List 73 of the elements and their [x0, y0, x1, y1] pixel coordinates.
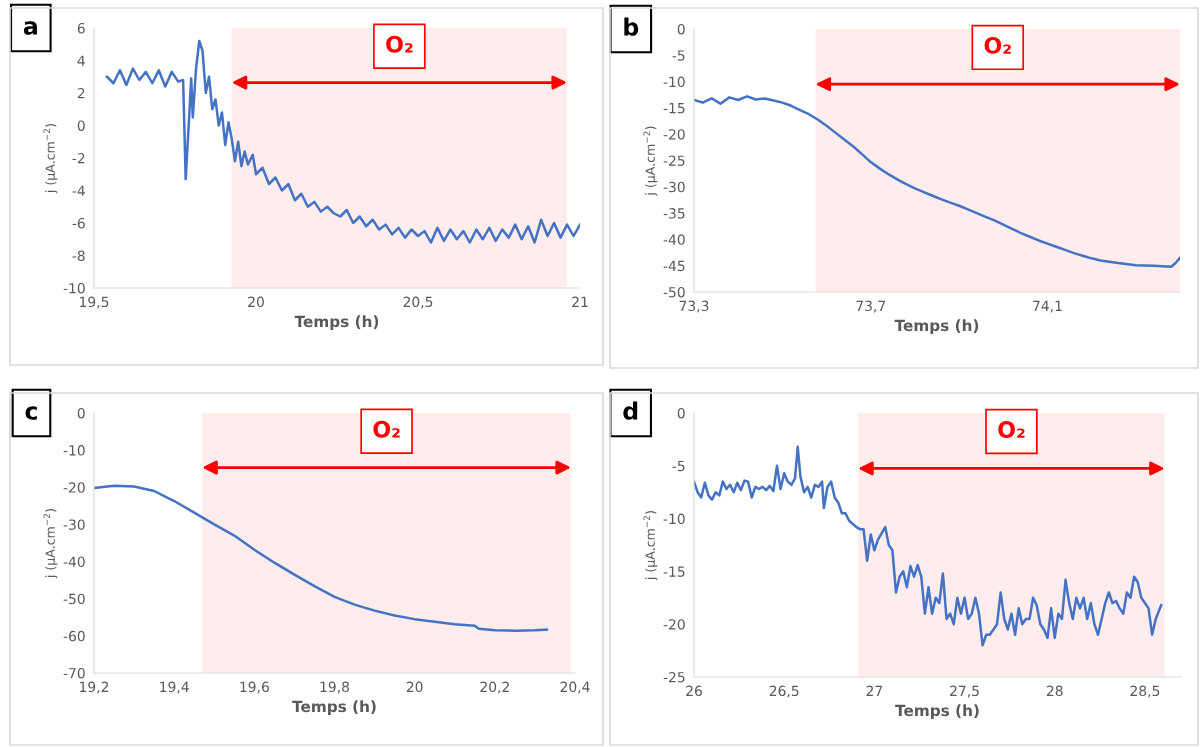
y-tick-label: -25	[663, 155, 685, 166]
y-tick-label: -5	[672, 50, 685, 61]
y-tick-label: -50	[663, 286, 685, 298]
y-tick-label: 0	[677, 23, 685, 35]
band-label: O₂	[386, 35, 413, 53]
x-tick-label: 19,2	[80, 681, 109, 694]
y-tick-label: -30	[663, 181, 685, 193]
x-axis-title: Temps (h)	[294, 315, 379, 331]
y-tick-label: 6	[77, 22, 85, 34]
x-tick-label: 26,5	[769, 685, 799, 698]
x-tick-label: 20	[406, 681, 423, 693]
y-tick-label: -20	[63, 482, 85, 493]
x-axis-title: Temps (h)	[894, 319, 979, 335]
line-series	[694, 445, 1163, 647]
y-tick-label: -60	[63, 630, 85, 642]
x-tick-label: 27,5	[950, 685, 979, 698]
chart-title: b	[624, 17, 639, 36]
y-tick-label: -5	[672, 460, 685, 472]
y-tick-label: -25	[663, 671, 685, 683]
x-tick-label: 73,3	[679, 300, 709, 313]
y-axis-title: j (µA.cm$^{−2}$)	[43, 509, 58, 579]
y-tick-label: -45	[663, 260, 685, 272]
y-axis-title: j (µA.cm$^{−2}$)	[643, 511, 658, 581]
x-tick-label: 19,5	[80, 296, 109, 309]
y-tick-label: 0	[677, 407, 685, 419]
y-tick-label: -8	[72, 250, 85, 261]
y-tick-label: 2	[77, 87, 85, 99]
y-axis-title: j (µA.cm$^{−2}$)	[643, 126, 658, 196]
chart-title: a	[23, 21, 37, 35]
x-tick-label: 26	[686, 685, 702, 697]
band-label: O₂	[373, 420, 400, 438]
x-tick-label: 28	[1046, 685, 1063, 697]
x-tick-label: 20,5	[403, 296, 433, 309]
y-tick-label: -4	[72, 185, 85, 196]
y-tick-label: 0	[77, 120, 85, 131]
y-tick-label: -10	[663, 513, 685, 525]
y-tick-label: 0	[77, 407, 85, 419]
y-tick-label: -15	[663, 103, 685, 114]
x-tick-label: 27	[866, 685, 883, 696]
y-tick-label: -15	[663, 566, 685, 577]
x-tick-label: 19,4	[160, 681, 189, 694]
y-tick-label: -40	[63, 556, 85, 568]
y-tick-label: -10	[63, 445, 85, 456]
band-label: O₂	[998, 421, 1025, 438]
y-tick-label: -10	[663, 76, 685, 88]
chart-title: c	[25, 406, 37, 420]
y-tick-label: -2	[72, 152, 85, 164]
y-tick-label: -20	[663, 619, 685, 630]
x-tick-label: 21	[572, 296, 588, 307]
y-tick-label: -40	[663, 234, 685, 245]
y-tick-label: -35	[663, 208, 685, 219]
x-tick-label: 19,6	[240, 681, 269, 694]
y-tick-label: -6	[72, 217, 85, 229]
x-tick-label: 20,4	[560, 681, 590, 694]
x-axis-title: Temps (h)	[292, 700, 376, 716]
y-tick-label: -30	[63, 519, 85, 530]
band-label: O₂	[984, 37, 1011, 54]
y-tick-label: -70	[63, 667, 85, 679]
x-tick-label: 74,1	[1033, 300, 1062, 313]
x-tick-label: 28,5	[1130, 685, 1160, 698]
x-tick-label: 20	[248, 296, 264, 308]
x-tick-label: 19,8	[320, 681, 350, 694]
x-tick-label: 20,2	[480, 681, 509, 694]
x-tick-label: 73,7	[856, 300, 885, 313]
line-series	[694, 95, 1180, 268]
y-axis-title: j (µA.cm$^{−2}$)	[43, 124, 58, 194]
x-axis-title: Temps (h)	[895, 704, 979, 720]
y-tick-label: -50	[63, 593, 85, 605]
y-tick-label: -10	[63, 282, 85, 294]
chart-title: d	[623, 401, 638, 420]
line-series	[94, 484, 549, 632]
y-tick-label: 4	[77, 55, 85, 66]
y-tick-label: -20	[663, 129, 685, 140]
